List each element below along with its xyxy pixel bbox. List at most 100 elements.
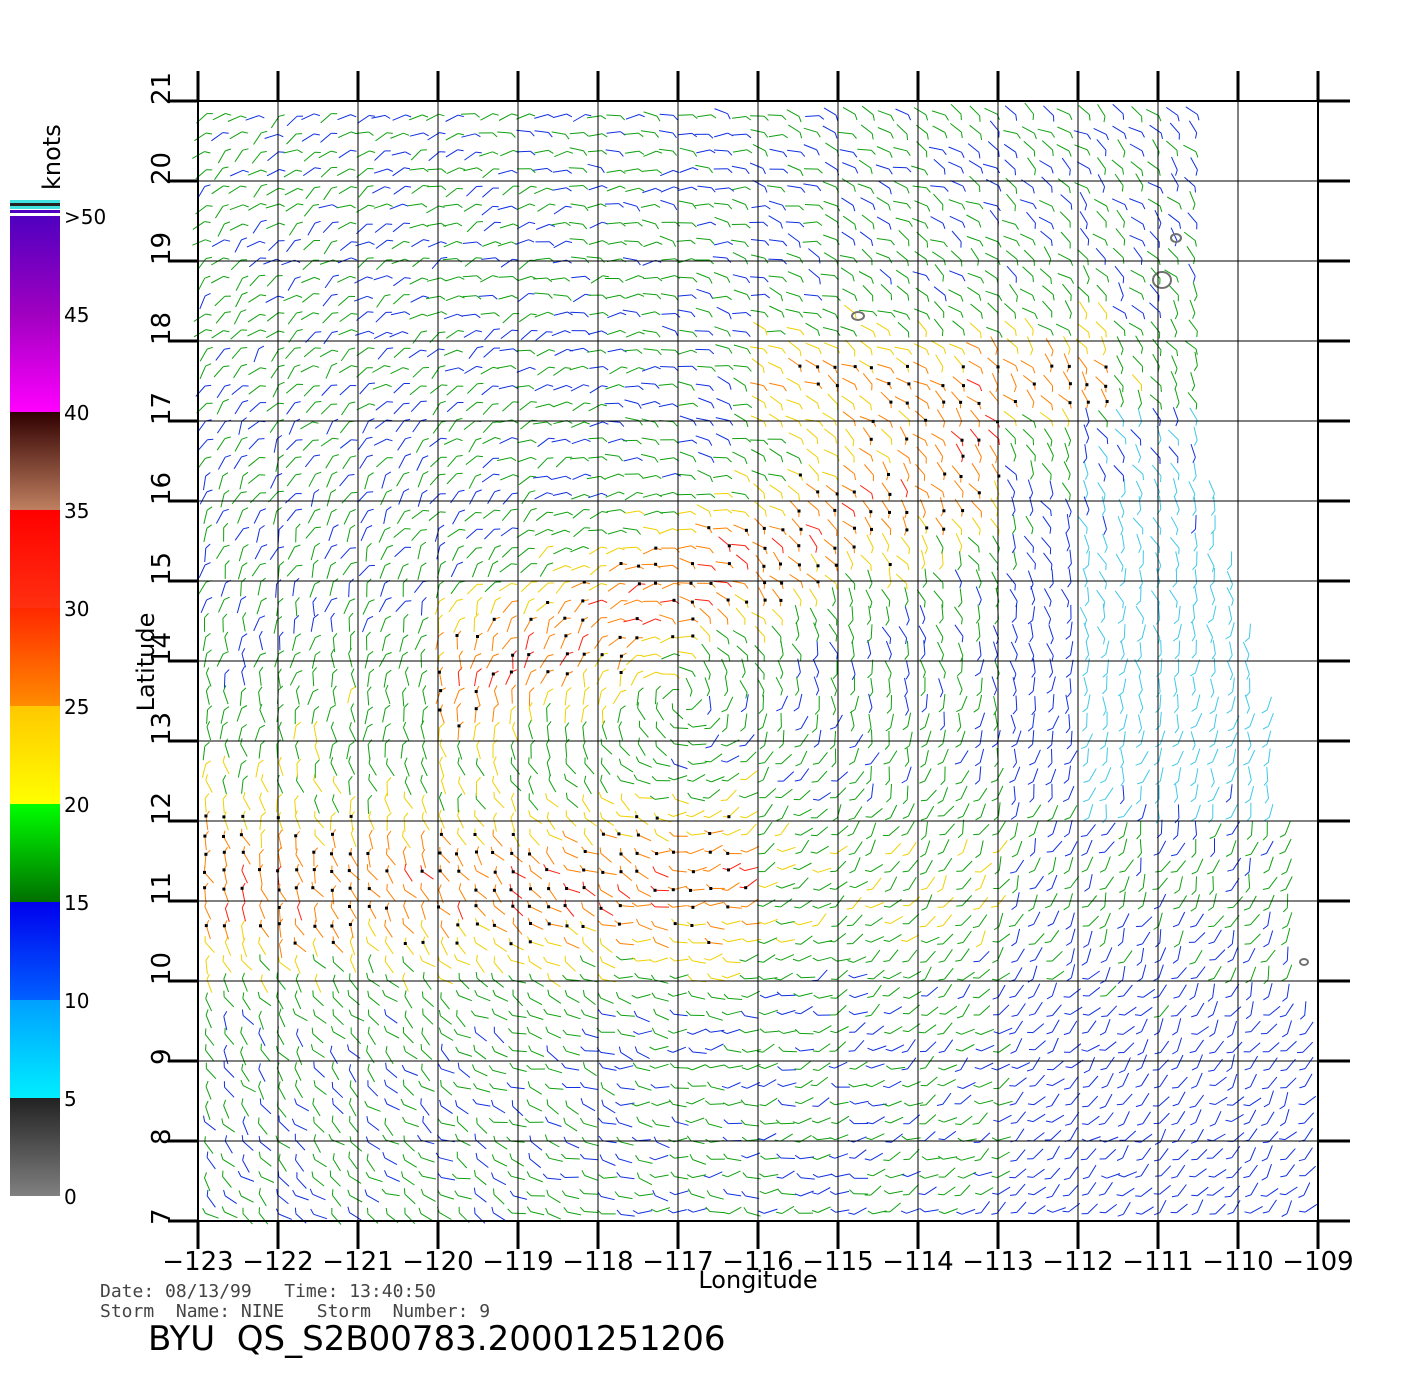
wind-vector bbox=[1304, 1147, 1313, 1160]
wind-vector bbox=[1268, 983, 1273, 997]
wind-vector bbox=[242, 1159, 250, 1173]
wind-vector bbox=[926, 986, 939, 997]
wind-vector-barb bbox=[1011, 547, 1016, 554]
wind-vector bbox=[1014, 913, 1024, 926]
wind-vector-barb bbox=[1136, 943, 1143, 946]
wind-vector bbox=[1250, 933, 1261, 945]
rain-flag-dot bbox=[203, 834, 207, 838]
colorbar-band bbox=[10, 314, 60, 412]
rain-flag-dot bbox=[547, 887, 551, 891]
wind-vector bbox=[1195, 748, 1201, 762]
wind-vector bbox=[908, 842, 917, 855]
wind-vector-barb bbox=[579, 973, 584, 980]
wind-vector-barb bbox=[364, 1100, 368, 1107]
wind-vector bbox=[520, 581, 532, 592]
wind-vector-barb bbox=[1011, 799, 1016, 806]
wind-vector bbox=[782, 1170, 795, 1179]
wind-vector-barb bbox=[638, 510, 645, 515]
wind-vector bbox=[240, 582, 242, 597]
wind-vector bbox=[1114, 590, 1124, 603]
wind-vector bbox=[692, 960, 706, 964]
wind-vector-barb bbox=[937, 851, 944, 855]
wind-vector-barb bbox=[975, 636, 981, 642]
wind-vector bbox=[223, 1105, 230, 1119]
wind-vector-barb bbox=[382, 1134, 387, 1141]
wind-vector bbox=[933, 590, 944, 602]
rain-flag-dot bbox=[509, 670, 513, 674]
wind-vector-barb bbox=[779, 654, 784, 660]
wind-vector bbox=[818, 1043, 831, 1053]
wind-vector bbox=[240, 1052, 247, 1066]
wind-vector-barb bbox=[921, 707, 927, 713]
wind-vector bbox=[798, 1117, 812, 1125]
colorbar-band bbox=[10, 902, 60, 1000]
wind-vector-barb bbox=[655, 671, 662, 675]
rain-flag-dot bbox=[672, 850, 675, 854]
wind-vector-barb bbox=[243, 527, 250, 530]
wind-vector bbox=[1105, 1204, 1117, 1214]
wind-vector bbox=[411, 529, 422, 541]
wind-vector bbox=[1266, 730, 1272, 745]
wind-vector-barb bbox=[1062, 1210, 1069, 1213]
wind-vector-barb bbox=[1225, 797, 1231, 803]
wind-vector bbox=[501, 509, 512, 522]
wind-vector bbox=[602, 1087, 615, 1096]
wind-vector-barb bbox=[670, 758, 675, 765]
wind-vector bbox=[978, 988, 991, 999]
wind-vector-barb bbox=[905, 710, 909, 716]
rain-flag-dot bbox=[473, 833, 477, 836]
wind-vector bbox=[636, 779, 651, 785]
wind-vector-barb bbox=[975, 943, 982, 948]
wind-vector bbox=[403, 1032, 414, 1044]
wind-vector bbox=[727, 972, 741, 979]
wind-vector-barb bbox=[1122, 602, 1124, 609]
wind-vector bbox=[348, 781, 351, 796]
wind-vector-barb bbox=[601, 1099, 604, 1106]
wind-vector-barb bbox=[776, 817, 783, 821]
wind-vector bbox=[482, 509, 495, 519]
wind-vector bbox=[872, 1116, 885, 1125]
wind-vector-barb bbox=[438, 809, 442, 816]
wind-vector bbox=[1016, 948, 1025, 961]
wind-vector bbox=[926, 1157, 941, 1161]
wind-vector-barb bbox=[542, 1173, 548, 1179]
wind-vector bbox=[1232, 857, 1242, 870]
wind-vector-barb bbox=[420, 919, 423, 926]
wind-vector bbox=[259, 905, 266, 919]
wind-vector bbox=[1061, 588, 1070, 602]
wind-vector bbox=[277, 852, 282, 866]
wind-vector-barb bbox=[1157, 602, 1160, 609]
wind-vector bbox=[771, 537, 783, 548]
rain-flag-dot bbox=[673, 922, 677, 926]
wind-vector bbox=[727, 1082, 741, 1089]
wind-vector bbox=[1177, 730, 1184, 745]
wind-vector bbox=[1104, 731, 1109, 746]
wind-vector-barb bbox=[459, 528, 466, 531]
wind-vector-barb bbox=[422, 685, 427, 691]
wind-vector-barb bbox=[420, 529, 427, 531]
wind-vector-barb bbox=[492, 560, 499, 565]
wind-vector-barb bbox=[620, 618, 627, 622]
wind-vector-barb bbox=[1190, 977, 1197, 980]
wind-vector-barb bbox=[260, 883, 263, 890]
wind-vector-barb bbox=[1244, 1067, 1251, 1071]
wind-vector bbox=[289, 672, 298, 686]
wind-vector-barb bbox=[332, 740, 338, 746]
rain-flag-dot bbox=[637, 564, 641, 568]
wind-vector-barb bbox=[309, 1188, 314, 1195]
wind-vector-barb bbox=[956, 1211, 963, 1215]
wind-vector bbox=[813, 676, 820, 691]
wind-vector-barb bbox=[259, 525, 265, 530]
wind-vector bbox=[393, 528, 405, 538]
wind-vector-barb bbox=[223, 706, 230, 711]
wind-vector-barb bbox=[884, 921, 891, 924]
rain-flag-dot bbox=[457, 724, 461, 728]
wind-vector bbox=[978, 914, 988, 927]
wind-vector-barb bbox=[939, 1013, 946, 1015]
wind-vector-barb bbox=[649, 795, 656, 800]
wind-vector-barb bbox=[957, 602, 963, 608]
wind-vector-barb bbox=[314, 740, 318, 747]
wind-vector bbox=[782, 864, 796, 870]
wind-vector-barb bbox=[849, 869, 856, 874]
rain-flag-dot bbox=[203, 870, 206, 874]
